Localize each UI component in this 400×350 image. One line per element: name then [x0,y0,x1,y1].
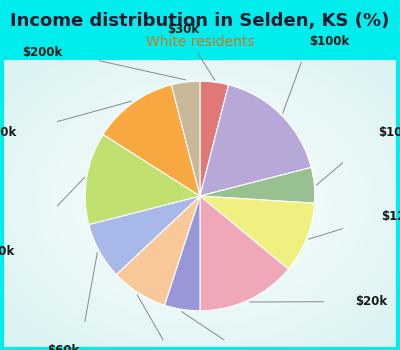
Wedge shape [89,196,200,275]
Text: $10k: $10k [378,126,400,139]
Text: $30k: $30k [167,23,199,36]
Wedge shape [200,196,288,311]
Wedge shape [85,134,200,225]
Text: $125k: $125k [381,210,400,223]
Wedge shape [103,85,200,196]
Wedge shape [200,81,228,196]
Wedge shape [200,167,315,203]
Wedge shape [164,196,200,311]
Text: $50k: $50k [0,245,14,258]
Text: $200k: $200k [22,46,62,59]
Text: $40k: $40k [0,126,16,139]
Text: Income distribution in Selden, KS (%): Income distribution in Selden, KS (%) [10,12,390,30]
Text: $20k: $20k [355,295,387,308]
Wedge shape [172,81,200,196]
Wedge shape [116,196,200,305]
Wedge shape [200,85,311,196]
Text: $60k: $60k [47,344,80,350]
Text: White residents: White residents [146,35,254,49]
Text: $100k: $100k [309,35,349,48]
Wedge shape [200,196,314,269]
